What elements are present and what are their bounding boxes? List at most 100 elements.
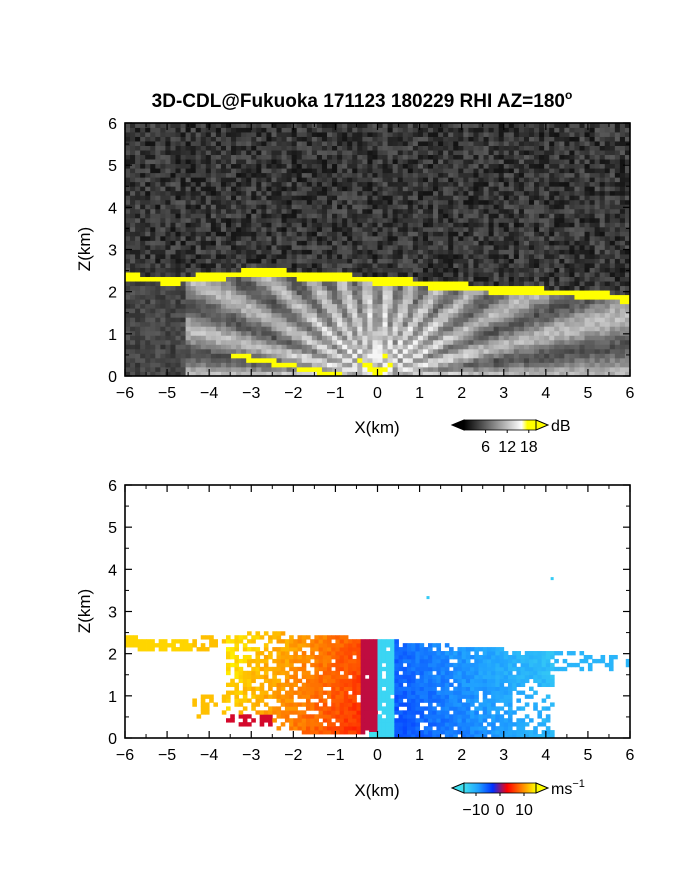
- heatmap-cell: [428, 186, 434, 192]
- heatmap-cell: [518, 163, 525, 169]
- heatmap-cell: [271, 344, 277, 350]
- heatmap-cell: [155, 186, 161, 192]
- heatmap-cell: [175, 163, 181, 169]
- heatmap-cell: [236, 145, 242, 151]
- heatmap-cell: [549, 254, 555, 259]
- heatmap-cell: [160, 127, 166, 133]
- heatmap-cell: [387, 226, 394, 232]
- heatmap-cell: [337, 244, 343, 250]
- heatmap-cell: [195, 281, 202, 287]
- heatmap-cell: [185, 154, 192, 160]
- heatmap-cell: [412, 357, 419, 363]
- heatmap-cell: [377, 272, 383, 278]
- heatmap-cell: [534, 339, 540, 345]
- heatmap-cell: [352, 258, 358, 264]
- heatmap-cell: [276, 312, 282, 318]
- heatmap-cell: [276, 168, 282, 174]
- heatmap-cell: [559, 123, 565, 128]
- heatmap-cell: [251, 204, 257, 210]
- heatmap-cell: [332, 344, 338, 350]
- heatmap-cell: [438, 357, 444, 363]
- heatmap-cell: [488, 177, 495, 183]
- heatmap-cell: [337, 181, 343, 187]
- heatmap-cell: [210, 366, 217, 372]
- heatmap-cell: [180, 312, 186, 318]
- heatmap-cell: [433, 127, 439, 133]
- heatmap-cell: [478, 141, 484, 146]
- heatmap-cell: [155, 181, 161, 187]
- heatmap-cell: [301, 226, 308, 232]
- heatmap-cell: [170, 290, 176, 296]
- heatmap-cell: [180, 168, 186, 174]
- heatmap-cell: [316, 127, 323, 133]
- heatmap-cell: [332, 263, 338, 268]
- heatmap-cell: [190, 127, 197, 133]
- heatmap-cell: [276, 199, 282, 205]
- heatmap-cell: [321, 272, 328, 278]
- heatmap-cell: [362, 172, 368, 178]
- heatmap-cell: [342, 330, 348, 336]
- heatmap-cell: [402, 181, 409, 187]
- heatmap-cell: [417, 281, 424, 287]
- heatmap-cell: [468, 276, 474, 282]
- heatmap-cell: [332, 244, 338, 250]
- heatmap-cell: [125, 294, 131, 300]
- heatmap-cell: [130, 330, 136, 336]
- heatmap-cell: [231, 348, 237, 354]
- heatmap-cell: [529, 285, 535, 291]
- heatmap-cell: [382, 199, 388, 205]
- heatmap-cell: [185, 249, 192, 255]
- heatmap-cell: [301, 150, 308, 156]
- heatmap-cell: [473, 330, 479, 336]
- heatmap-cell: [246, 177, 252, 183]
- heatmap-cell: [155, 330, 161, 336]
- heatmap-cell: [478, 204, 484, 210]
- heatmap-cell: [130, 199, 136, 205]
- heatmap-cell: [473, 150, 479, 156]
- heatmap-cell: [417, 362, 424, 368]
- heatmap-cell: [200, 272, 207, 278]
- heatmap-cell: [513, 326, 520, 332]
- heatmap-cell: [433, 208, 439, 214]
- heatmap-cell: [256, 276, 262, 282]
- heatmap-cell: [544, 303, 550, 309]
- heatmap-cell: [443, 308, 449, 314]
- heatmap-cell: [407, 254, 414, 259]
- heatmap-cell: [458, 299, 464, 305]
- heatmap-cell: [523, 123, 530, 128]
- heatmap-cell: [231, 141, 237, 146]
- heatmap-cell: [508, 208, 515, 214]
- heatmap-cell: [246, 330, 252, 336]
- heatmap-cell: [387, 159, 394, 165]
- heatmap-cell: [276, 285, 282, 291]
- heatmap-cell: [200, 339, 207, 345]
- heatmap-cell: [433, 326, 439, 332]
- heatmap-cell: [549, 217, 555, 223]
- heatmap-cell: [170, 186, 176, 192]
- heatmap-cell: [286, 181, 293, 187]
- heatmap-cell: [392, 263, 399, 268]
- heatmap-cell: [327, 258, 333, 264]
- heatmap-cell: [261, 312, 267, 318]
- heatmap-cell: [241, 213, 247, 219]
- heatmap-cell: [347, 362, 353, 368]
- heatmap-cell: [539, 276, 545, 282]
- heatmap-cell: [417, 312, 424, 318]
- heatmap-cell: [195, 366, 202, 372]
- heatmap-cell: [286, 123, 293, 128]
- heatmap-cell: [296, 249, 303, 255]
- heatmap-cell: [564, 258, 570, 264]
- heatmap-cell: [428, 263, 434, 268]
- heatmap-cell: [362, 366, 368, 372]
- heatmap-cell: [215, 190, 222, 196]
- heatmap-cell: [190, 231, 197, 237]
- heatmap-cell: [549, 290, 555, 296]
- heatmap-cell: [372, 326, 378, 332]
- heatmap-cell: [443, 240, 449, 246]
- heatmap-cell: [422, 326, 429, 332]
- heatmap-cell: [362, 290, 368, 296]
- heatmap-cell: [231, 303, 237, 309]
- heatmap-cell: [251, 357, 257, 363]
- heatmap-cell: [554, 132, 560, 137]
- heatmap-cell: [316, 353, 323, 359]
